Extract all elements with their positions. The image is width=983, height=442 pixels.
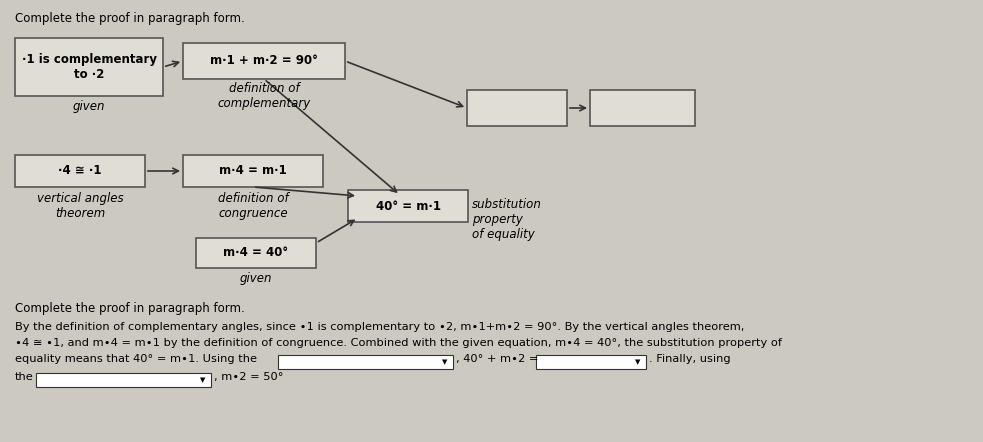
Text: m∙1 + m∙2 = 90°: m∙1 + m∙2 = 90°	[210, 54, 318, 68]
Text: 40° = m∙1: 40° = m∙1	[376, 199, 440, 213]
Text: . Finally, using: . Finally, using	[649, 354, 730, 364]
Text: given: given	[73, 100, 105, 113]
Text: Complete the proof in paragraph form.: Complete the proof in paragraph form.	[15, 302, 245, 315]
FancyBboxPatch shape	[467, 90, 567, 126]
FancyBboxPatch shape	[15, 38, 163, 96]
Text: ▼: ▼	[442, 359, 447, 365]
Text: equality means that 40° = m∙1. Using the: equality means that 40° = m∙1. Using the	[15, 354, 257, 364]
Text: ▼: ▼	[635, 359, 641, 365]
Text: vertical angles
theorem: vertical angles theorem	[36, 192, 123, 220]
FancyBboxPatch shape	[278, 355, 453, 369]
Text: ∙4 ≅ ∙1, and m∙4 = m∙1 by the definition of congruence. Combined with the given : ∙4 ≅ ∙1, and m∙4 = m∙1 by the definition…	[15, 338, 782, 348]
FancyBboxPatch shape	[536, 355, 646, 369]
FancyBboxPatch shape	[196, 238, 316, 268]
Text: , m∙2 = 50°: , m∙2 = 50°	[214, 372, 283, 382]
Text: definition of
congruence: definition of congruence	[217, 192, 288, 220]
Text: ▼: ▼	[201, 377, 205, 383]
Text: Complete the proof in paragraph form.: Complete the proof in paragraph form.	[15, 12, 245, 25]
Text: definition of
complementary: definition of complementary	[217, 82, 311, 110]
Text: , 40° + m∙2 =: , 40° + m∙2 =	[456, 354, 539, 364]
Text: m∙4 = m∙1: m∙4 = m∙1	[219, 164, 287, 178]
Text: given: given	[240, 272, 272, 285]
Text: m∙4 = 40°: m∙4 = 40°	[223, 247, 289, 259]
FancyBboxPatch shape	[590, 90, 695, 126]
FancyBboxPatch shape	[183, 43, 345, 79]
Text: By the definition of complementary angles, since ∙1 is complementary to ∙2, m∙1+: By the definition of complementary angle…	[15, 322, 744, 332]
FancyBboxPatch shape	[183, 155, 323, 187]
FancyBboxPatch shape	[15, 155, 145, 187]
Text: ∙1 is complementary
to ∙2: ∙1 is complementary to ∙2	[22, 53, 156, 81]
Text: ∙4 ≅ ∙1: ∙4 ≅ ∙1	[58, 164, 102, 178]
FancyBboxPatch shape	[36, 373, 211, 387]
Text: substitution
property
of equality: substitution property of equality	[472, 198, 542, 241]
FancyBboxPatch shape	[348, 190, 468, 222]
Text: the: the	[15, 372, 33, 382]
